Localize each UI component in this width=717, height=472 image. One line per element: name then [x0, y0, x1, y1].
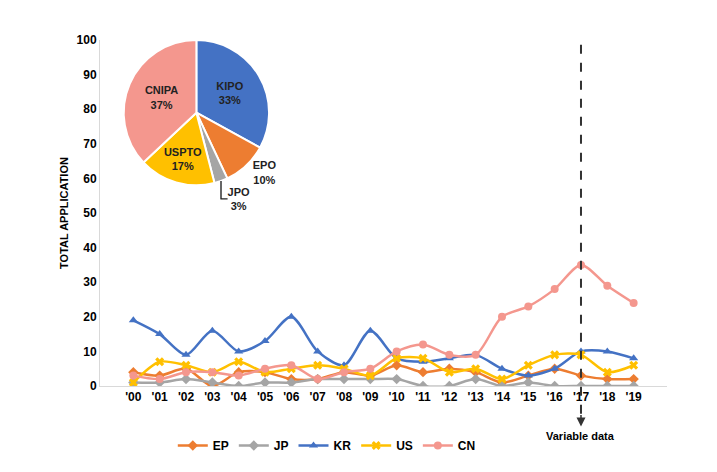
- svg-text:'13: '13: [468, 390, 485, 404]
- svg-text:30: 30: [83, 275, 97, 289]
- svg-text:US: US: [396, 439, 413, 453]
- svg-text:'12: '12: [441, 390, 458, 404]
- svg-text:40: 40: [83, 241, 97, 255]
- svg-text:'17: '17: [573, 390, 590, 404]
- svg-text:EP: EP: [213, 439, 229, 453]
- svg-text:'01: '01: [152, 390, 169, 404]
- svg-text:'06: '06: [283, 390, 300, 404]
- svg-text:'08: '08: [336, 390, 353, 404]
- svg-text:'11: '11: [415, 390, 431, 404]
- svg-text:'09: '09: [362, 390, 379, 404]
- svg-text:'03: '03: [204, 390, 221, 404]
- svg-text:JP: JP: [274, 439, 289, 453]
- svg-text:'00: '00: [125, 390, 142, 404]
- svg-text:EPO10%: EPO10%: [253, 159, 277, 185]
- svg-text:CNIPA37%: CNIPA37%: [145, 84, 178, 110]
- svg-text:CN: CN: [458, 439, 475, 453]
- svg-text:KIPO33%: KIPO33%: [216, 80, 243, 106]
- svg-text:'04: '04: [231, 390, 248, 404]
- svg-text:'14: '14: [494, 390, 511, 404]
- svg-text:'19: '19: [626, 390, 643, 404]
- svg-text:'05: '05: [257, 390, 274, 404]
- svg-text:100: 100: [77, 33, 97, 47]
- svg-text:TOTAL APPLICATION: TOTAL APPLICATION: [58, 157, 70, 269]
- svg-text:90: 90: [83, 68, 97, 82]
- svg-text:0: 0: [90, 379, 97, 393]
- svg-text:'02: '02: [178, 390, 195, 404]
- svg-text:KR: KR: [334, 439, 352, 453]
- svg-text:10: 10: [83, 345, 97, 359]
- svg-text:'18: '18: [599, 390, 616, 404]
- svg-text:'07: '07: [310, 390, 327, 404]
- svg-text:'15: '15: [520, 390, 537, 404]
- svg-text:80: 80: [83, 102, 97, 116]
- svg-text:Variable data: Variable data: [546, 430, 615, 442]
- svg-text:JPO3%: JPO3%: [228, 186, 250, 212]
- svg-text:'16: '16: [547, 390, 564, 404]
- svg-text:70: 70: [83, 137, 97, 151]
- svg-text:'10: '10: [389, 390, 406, 404]
- svg-text:50: 50: [83, 206, 97, 220]
- svg-text:USPTO17%: USPTO17%: [164, 146, 202, 172]
- svg-text:20: 20: [83, 310, 97, 324]
- svg-text:60: 60: [83, 172, 97, 186]
